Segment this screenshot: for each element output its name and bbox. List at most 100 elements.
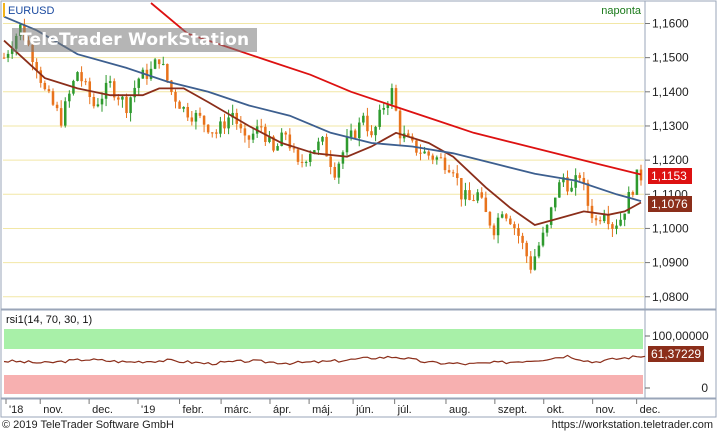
candle-body[interactable] (378, 109, 381, 127)
candle-body[interactable] (533, 256, 537, 270)
candle-body[interactable] (59, 108, 63, 126)
candle-body[interactable] (288, 134, 292, 149)
candle-body[interactable] (108, 81, 112, 83)
candle-body[interactable] (149, 68, 153, 79)
candle-body[interactable] (366, 115, 369, 132)
candle-body[interactable] (170, 80, 173, 92)
candle-body[interactable] (439, 157, 443, 159)
candle-body[interactable] (6, 53, 10, 58)
candle-body[interactable] (227, 117, 230, 129)
candle-body[interactable] (133, 87, 136, 98)
period-label[interactable]: naponta (601, 5, 642, 17)
candle-body[interactable] (129, 97, 132, 114)
candle-body[interactable] (357, 122, 361, 139)
candle-body[interactable] (582, 177, 586, 183)
candle-body[interactable] (88, 81, 92, 97)
candle-body[interactable] (362, 115, 365, 123)
candle-body[interactable] (468, 190, 471, 201)
candle-body[interactable] (427, 151, 430, 156)
candle-body[interactable] (137, 78, 141, 88)
candle-body[interactable] (521, 235, 524, 243)
candle-body[interactable] (349, 130, 353, 138)
candle-body[interactable] (92, 96, 96, 107)
candle-body[interactable] (174, 91, 177, 102)
candle-body[interactable] (100, 98, 104, 105)
candle-body[interactable] (161, 63, 165, 65)
rsi-title[interactable]: rsi1(14, 70, 30, 1) (6, 314, 92, 326)
candle-body[interactable] (251, 133, 255, 140)
candle-body[interactable] (272, 136, 275, 151)
candle-body[interactable] (443, 157, 447, 171)
candle-body[interactable] (435, 157, 439, 160)
candle-body[interactable] (529, 256, 533, 270)
candle-body[interactable] (525, 242, 528, 257)
candle-body[interactable] (125, 96, 128, 114)
candle-body[interactable] (382, 107, 386, 110)
candle-body[interactable] (500, 214, 504, 218)
moving-average-ma_mid[interactable] (3, 15, 642, 202)
candle-body[interactable] (47, 89, 51, 92)
candle-body[interactable] (623, 213, 626, 220)
candle-body[interactable] (276, 146, 279, 151)
candle-body[interactable] (329, 156, 332, 167)
candle-body[interactable] (594, 218, 598, 221)
candle-body[interactable] (602, 214, 606, 222)
candle-body[interactable] (537, 245, 541, 257)
candle-body[interactable] (455, 173, 459, 178)
footer-url-link[interactable]: https://workstation.teletrader.com (551, 419, 713, 431)
candle-body[interactable] (96, 104, 100, 107)
candle-body[interactable] (206, 124, 210, 133)
candle-body[interactable] (545, 224, 549, 233)
candle-body[interactable] (513, 224, 516, 229)
candle-body[interactable] (202, 115, 206, 125)
candle-body[interactable] (186, 106, 190, 118)
candle-body[interactable] (509, 218, 512, 225)
candle-body[interactable] (488, 211, 492, 226)
candle-body[interactable] (2, 57, 6, 59)
candle-body[interactable] (166, 63, 169, 81)
candle-body[interactable] (313, 150, 316, 154)
moving-average-ma_short[interactable] (3, 39, 642, 226)
candle-body[interactable] (607, 214, 610, 225)
candle-body[interactable] (31, 44, 34, 63)
candle-body[interactable] (341, 152, 345, 164)
candle-body[interactable] (325, 136, 328, 157)
candle-body[interactable] (194, 112, 198, 122)
candle-body[interactable] (553, 197, 557, 208)
candle-body[interactable] (259, 126, 263, 128)
candle-body[interactable] (239, 123, 243, 129)
candle-body[interactable] (292, 148, 296, 150)
candle-body[interactable] (631, 192, 635, 195)
candle-body[interactable] (284, 132, 288, 135)
candle-body[interactable] (51, 91, 55, 105)
candle-body[interactable] (558, 182, 561, 198)
candle-body[interactable] (447, 170, 451, 173)
candle-body[interactable] (517, 228, 520, 236)
candle-body[interactable] (464, 190, 467, 200)
candle-body[interactable] (406, 133, 410, 137)
candle-body[interactable] (157, 59, 161, 65)
candle-body[interactable] (586, 182, 590, 206)
candle-body[interactable] (68, 93, 71, 102)
candle-body[interactable] (598, 220, 602, 222)
candle-body[interactable] (247, 135, 251, 140)
candle-body[interactable] (578, 175, 582, 178)
candle-body[interactable] (43, 82, 47, 90)
candle-body[interactable] (635, 169, 639, 195)
candle-body[interactable] (337, 163, 341, 178)
candle-body[interactable] (304, 161, 308, 163)
candle-body[interactable] (112, 81, 116, 98)
candle-body[interactable] (223, 121, 226, 129)
rsi-path[interactable] (3, 354, 646, 366)
candle-body[interactable] (55, 104, 59, 109)
candle-body[interactable] (268, 136, 271, 142)
candle-body[interactable] (219, 121, 222, 134)
candle-body[interactable] (182, 106, 185, 109)
candle-body[interactable] (190, 117, 194, 122)
candle-body[interactable] (63, 101, 67, 126)
candle-body[interactable] (549, 207, 553, 225)
candle-body[interactable] (353, 130, 357, 139)
candle-body[interactable] (451, 172, 455, 174)
candle-body[interactable] (562, 177, 565, 183)
